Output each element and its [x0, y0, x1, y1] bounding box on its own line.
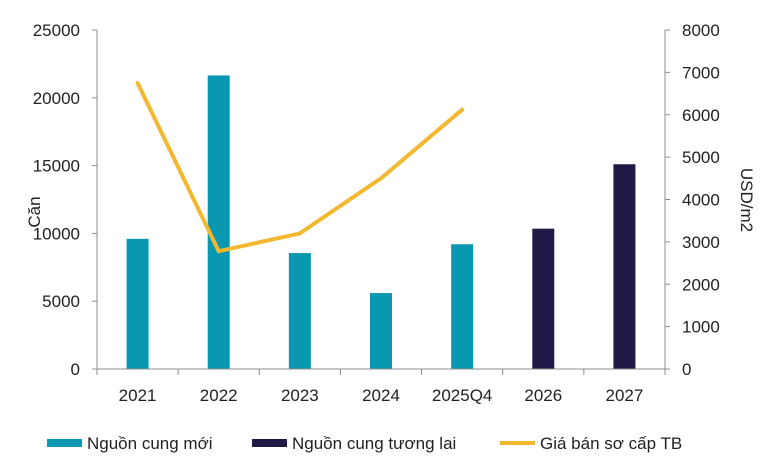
- legend-label-1: Nguồn cung tương lai: [292, 434, 456, 453]
- y-tick-label: 25000: [33, 21, 80, 40]
- lines-layer: [135, 80, 465, 254]
- bar-future-2026: [532, 228, 555, 369]
- y-tick-label: 15000: [33, 157, 80, 176]
- x-tick-label: 2024: [362, 386, 400, 405]
- x-tick-label: 2023: [281, 386, 319, 405]
- y2-tick-label: 4000: [682, 191, 720, 210]
- y2-axis-title: USD/m2: [737, 168, 756, 232]
- y-tick-label: 5000: [42, 292, 80, 311]
- y2-tick-label: 8000: [682, 21, 720, 40]
- y2-tick-label: 6000: [682, 106, 720, 125]
- bars-layer: [126, 75, 636, 370]
- bar-new-2025Q4: [451, 244, 474, 369]
- x-tick-label: 2022: [200, 386, 238, 405]
- legend-swatch-1: [252, 439, 287, 447]
- y-axis-title: Căn: [25, 196, 44, 227]
- legend-label-2: Giá bán sơ cấp TB: [540, 434, 682, 453]
- legend: Nguồn cung mới Nguồn cung tương lai Giá bá…: [47, 434, 682, 453]
- bar-new-2023: [288, 253, 311, 369]
- bar-new-2024: [370, 293, 392, 369]
- bar-new-2022: [207, 75, 230, 370]
- y2-tick-label: 3000: [682, 233, 720, 252]
- x-tick-label: 2025Q4: [432, 386, 493, 405]
- bar-future-2027: [613, 164, 636, 369]
- price-line: [135, 80, 465, 254]
- y2-tick-label: 0: [682, 360, 691, 379]
- bar-new-2021: [126, 238, 149, 369]
- y-tick-label: 0: [71, 360, 80, 379]
- y2-tick-label: 5000: [682, 148, 720, 167]
- legend-swatch-0: [47, 439, 82, 447]
- legend-label-0: Nguồn cung mới: [87, 434, 213, 453]
- y2-tick-label: 7000: [682, 63, 720, 82]
- x-tick-label: 2021: [119, 386, 157, 405]
- y2-tick-label: 1000: [682, 318, 720, 337]
- axes-layer: 0 5000 10000 15000 20000 25000 0 1000 2000 3000 40…: [33, 21, 720, 405]
- y-tick-label: 20000: [33, 89, 80, 108]
- y-tick-label: 10000: [33, 224, 80, 243]
- y2-tick-label: 2000: [682, 275, 720, 294]
- x-tick-label: 2027: [606, 386, 644, 405]
- x-tick-label: 2026: [524, 386, 562, 405]
